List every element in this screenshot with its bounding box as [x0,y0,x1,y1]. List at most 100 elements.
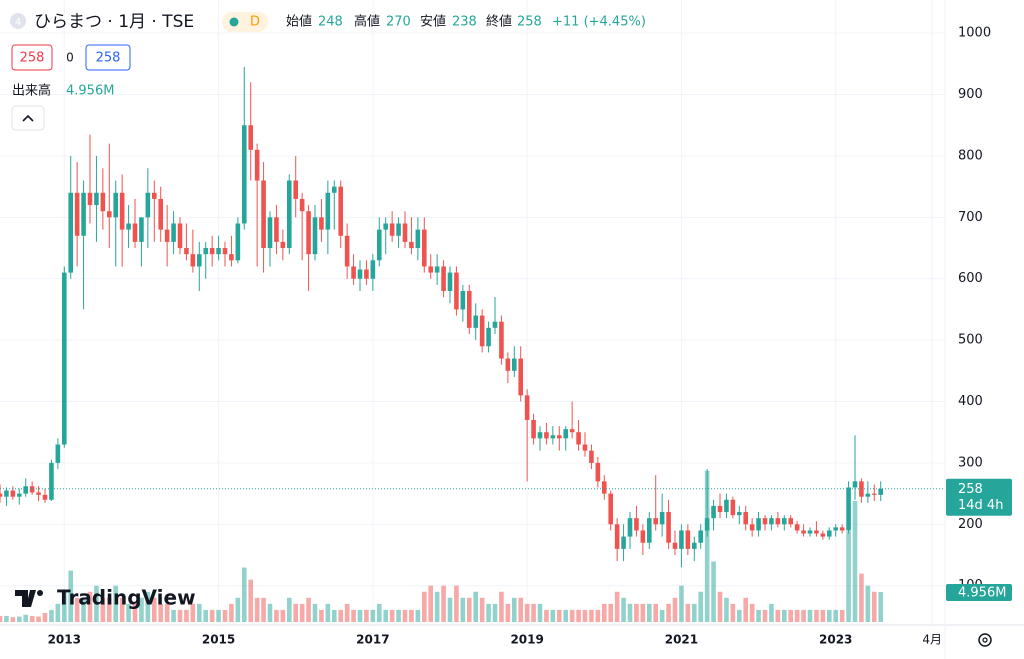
volume-bar [865,585,871,622]
volume-bar [852,501,858,622]
candle-body [685,530,691,549]
candle-body [261,180,266,249]
volume-bar [653,603,659,622]
volume-bar [659,609,665,622]
volume-bar [544,609,549,622]
volume-bar [447,597,453,622]
volume-bar [537,603,543,622]
candle-body [466,291,472,328]
candle-body [0,493,3,497]
volume-bar [331,609,337,622]
volume-bar [775,609,781,622]
volume-bar [113,585,119,622]
candle-body [139,217,144,242]
candle-body [376,229,382,261]
candle-body [68,192,74,273]
candle-body [537,432,543,439]
volume-bar [749,603,755,622]
y-tick-label: 200 [958,517,983,532]
candle-body [36,492,41,495]
settings[interactable] [978,633,992,647]
close-label: 終値 [486,14,512,30]
close-value: 258 [517,15,542,30]
buy-price: 258 [96,51,121,66]
volume-bar [222,609,228,622]
volume-bar [666,603,671,622]
candle-body [254,149,260,181]
change-value: +11 (+4.45%) [552,15,646,30]
candle-body [614,524,620,549]
last-volume-label: 4.956M [958,586,1006,601]
volume-bar [621,597,626,622]
settings-icon[interactable] [978,633,992,647]
volume-bar [479,597,485,622]
candle-body [171,223,176,242]
candle-body [550,435,556,439]
data-badge: D [250,15,260,30]
volume-bar [254,597,260,622]
volume-bar [801,609,806,622]
candle-body [679,530,684,549]
volume-bar [402,609,408,622]
volume-bar [820,609,826,622]
volume-bar [209,609,215,622]
candle-body [460,291,466,310]
candle-body [531,419,536,439]
settings-icon-core [982,637,988,643]
volume-bar [415,609,421,622]
volume-bar [466,597,472,622]
candle-body [582,444,588,451]
candle-body [402,223,408,242]
volume-bar [646,603,652,622]
sell-button[interactable] [11,44,53,71]
volume-name: 出来高 [12,83,51,99]
candle-body [492,321,498,328]
volume-bar [280,609,286,622]
chevron-icon [22,114,34,122]
volume-bar [499,591,504,622]
volume-bar [196,603,202,622]
volume-bar [177,609,183,622]
candle-body [646,518,652,543]
volume-bar [608,603,614,622]
candle-body [589,450,594,463]
candle-body [666,512,671,543]
symbol-title[interactable]: ひらまつ · 1月 · TSE [34,12,194,32]
volume-bar [685,603,691,622]
candle-body [846,487,851,531]
candle-body [370,260,376,279]
open-value: 248 [318,15,343,30]
candle-body [396,223,401,236]
volume-bar [383,609,389,622]
candle-body [74,192,80,236]
volume-bar [486,603,491,622]
candle-body [601,481,607,494]
volume-bar [299,603,305,622]
candle-body [634,518,639,531]
volume-bar [614,591,620,622]
candle-body [479,315,485,347]
candle-body [42,494,48,500]
candle-body [865,493,871,497]
candle-body [286,180,292,249]
volume-bar [511,597,517,622]
candle-body [724,499,729,513]
volume-bar [286,597,292,622]
candle-body [852,481,858,488]
volume-bar [550,609,556,622]
candle-body [100,192,106,212]
volume-bar [36,616,41,622]
volume-bar [807,609,813,622]
buy-button[interactable] [85,44,131,71]
candle-body [235,223,241,261]
candle-body [730,499,736,516]
volume-bar [839,609,845,622]
volume-bar [171,609,176,622]
candle-body [331,186,337,193]
collapse-button[interactable] [11,105,45,131]
volume-bar [788,609,794,622]
candle-body [325,192,331,230]
volume-bar [81,597,86,622]
volume-bar [762,609,768,622]
volume-bar [846,531,851,622]
